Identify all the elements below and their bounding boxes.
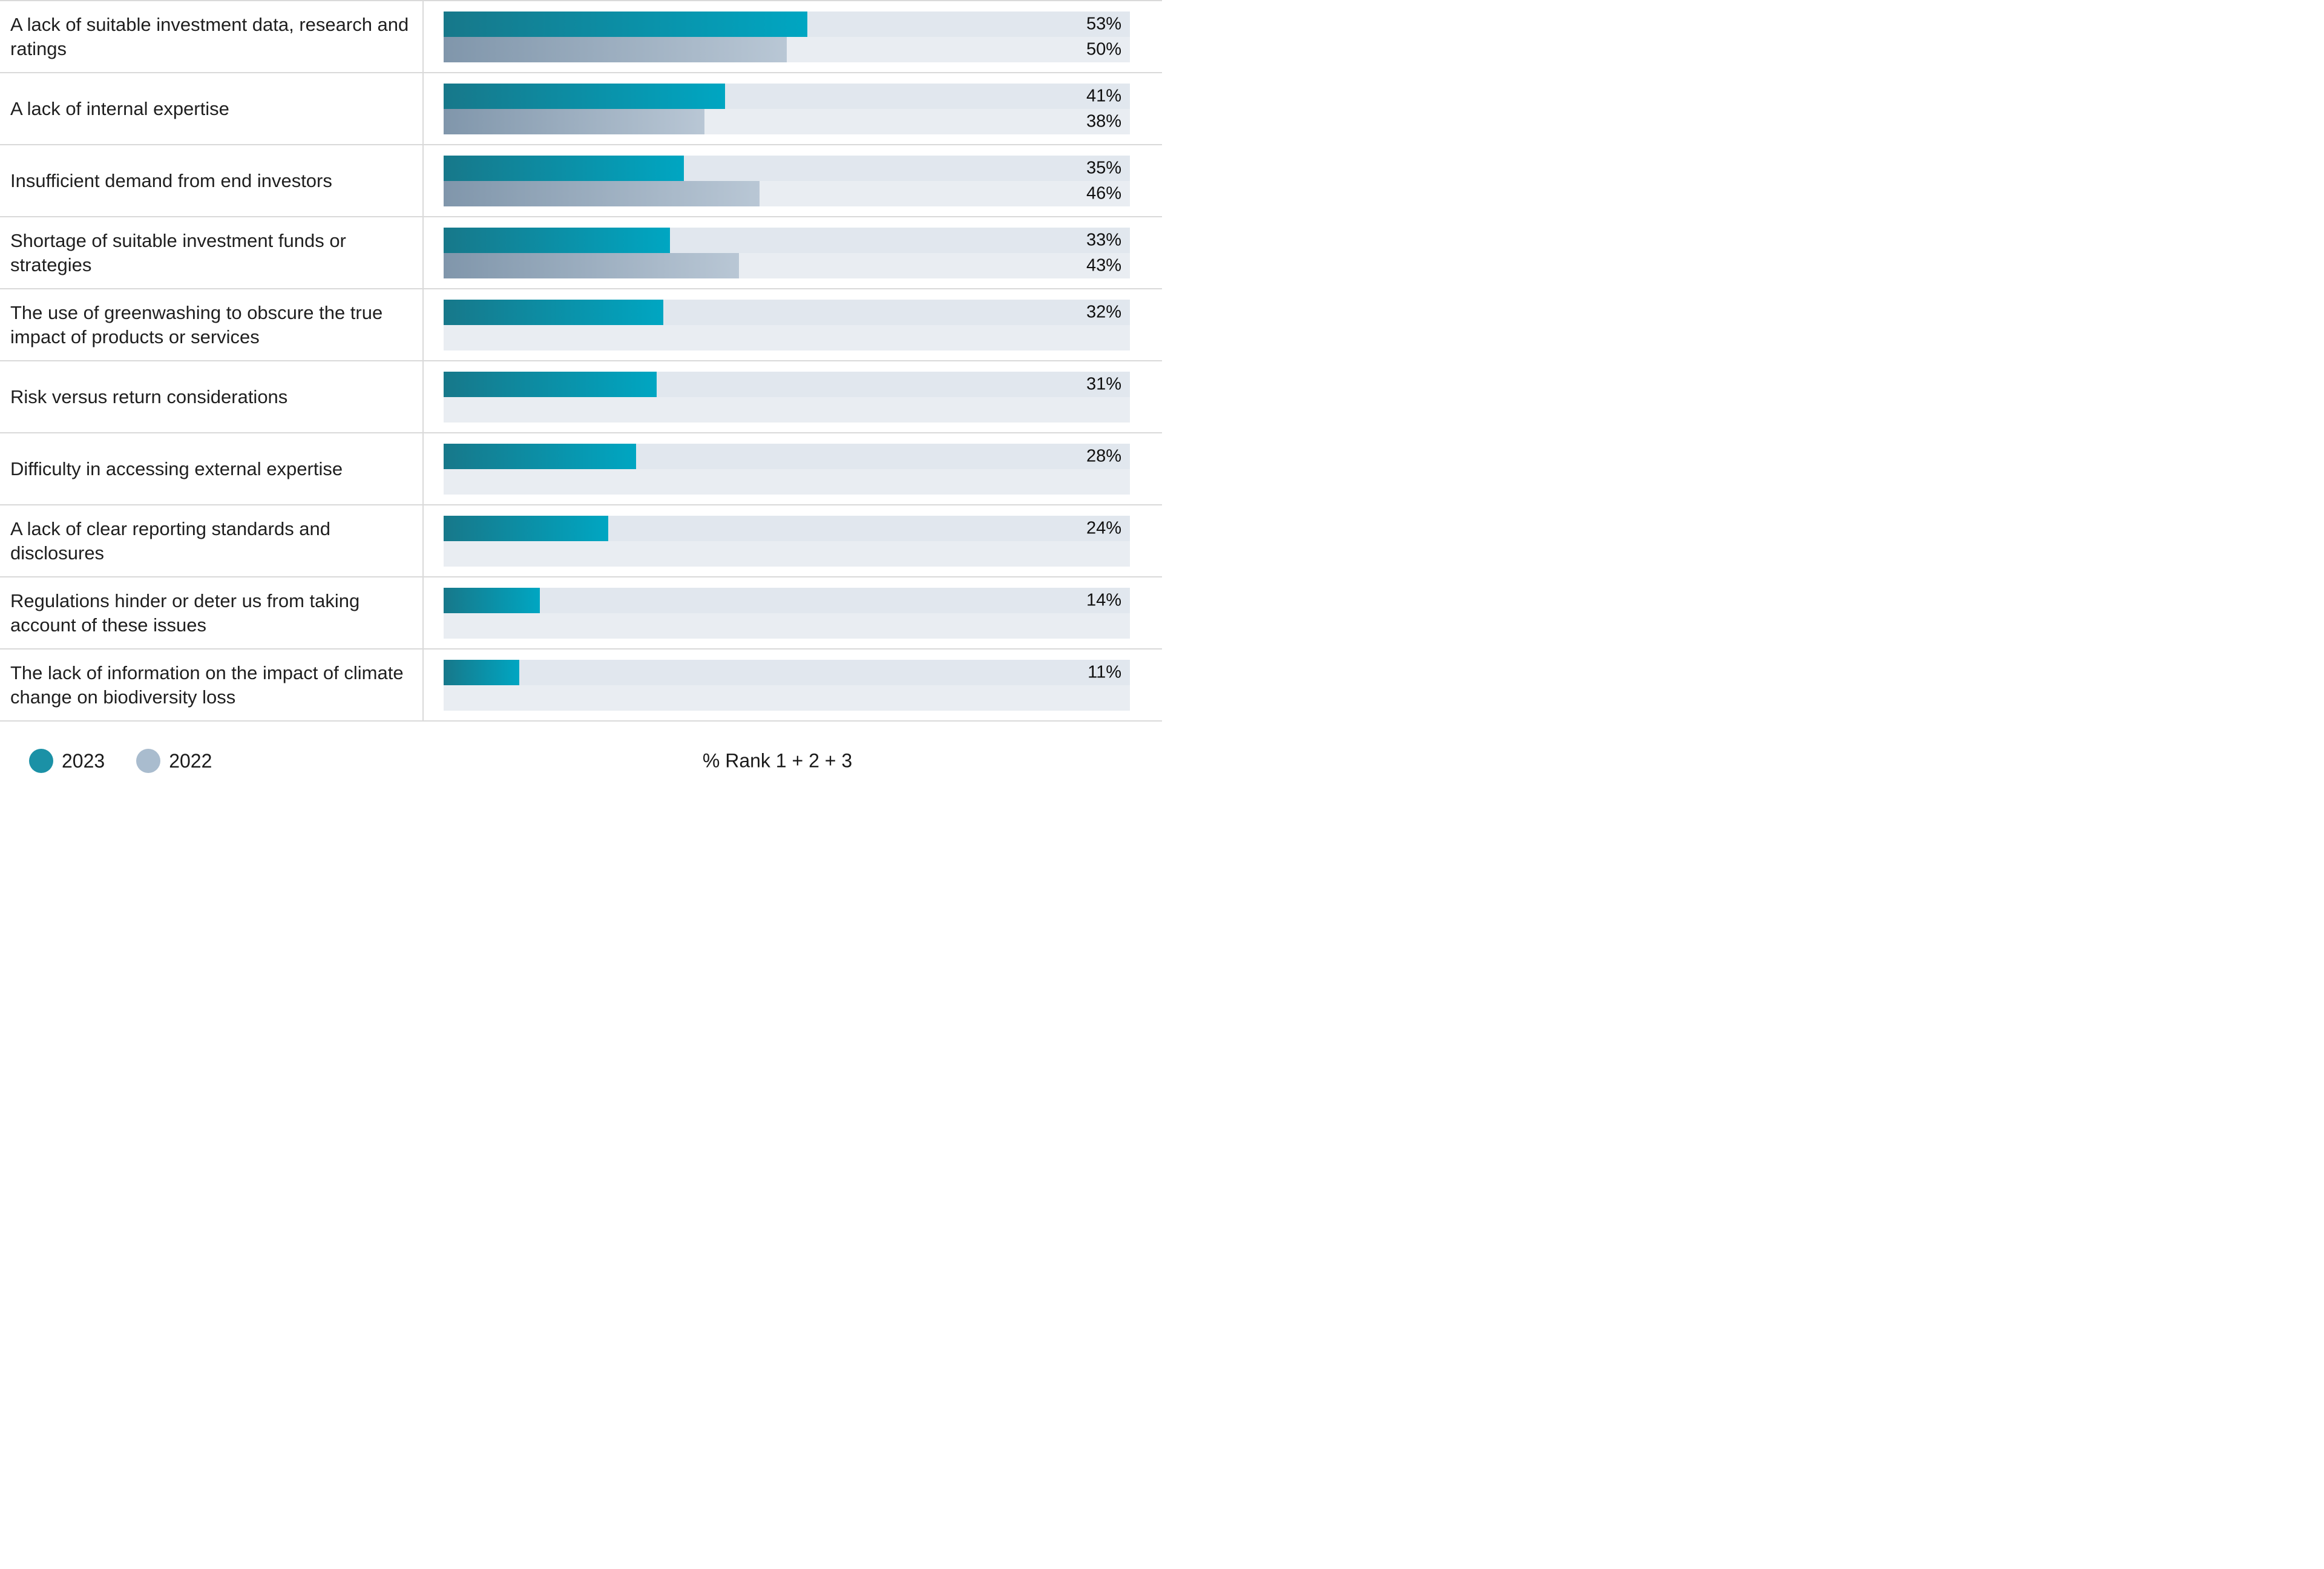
- bar-cell: 24%: [424, 505, 1162, 576]
- axis-note: % Rank 1 + 2 + 3: [702, 749, 853, 772]
- category-label: Insufficient demand from end investors: [0, 145, 424, 216]
- value-label-2022: 43%: [1086, 255, 1121, 275]
- bar-track-2023: 11%: [444, 659, 1130, 685]
- value-label-2023: 31%: [1086, 374, 1121, 393]
- category-label: Regulations hinder or deter us from taki…: [0, 577, 424, 648]
- bar-cell: 11%: [424, 650, 1162, 720]
- bar-cell: 41% 38%: [424, 73, 1162, 144]
- survey-bar-chart-page: A lack of suitable investment data, rese…: [0, 0, 1162, 784]
- bar-track-2023: 53%: [444, 11, 1130, 37]
- value-label-2022: 46%: [1086, 183, 1121, 203]
- bar-cell: 35% 46%: [424, 145, 1162, 216]
- bar-track-2023: 41%: [444, 83, 1130, 109]
- bar-cell: 32%: [424, 289, 1162, 360]
- bar-track-2023: 24%: [444, 515, 1130, 541]
- bar-track-2022: [444, 613, 1130, 639]
- chart-row: Shortage of suitable investment funds or…: [0, 217, 1162, 289]
- bar-cell: 53% 50%: [424, 1, 1162, 72]
- value-label-2023: 53%: [1086, 14, 1121, 33]
- category-label: A lack of suitable investment data, rese…: [0, 1, 424, 72]
- category-label: A lack of internal expertise: [0, 73, 424, 144]
- bar-2023: [444, 659, 519, 685]
- bar-chart: A lack of suitable investment data, rese…: [0, 0, 1162, 722]
- bar-cell: 28%: [424, 433, 1162, 504]
- chart-row: Risk versus return considerations 31%: [0, 361, 1162, 433]
- bar-track-2022: 43%: [444, 252, 1130, 278]
- bar-track-2023: 14%: [444, 587, 1130, 613]
- bar-2023: [444, 227, 671, 253]
- value-label-2023: 35%: [1086, 158, 1121, 177]
- category-label: Risk versus return considerations: [0, 361, 424, 432]
- category-label: Shortage of suitable investment funds or…: [0, 217, 424, 288]
- value-label-2022: 50%: [1086, 39, 1121, 59]
- bar-2023: [444, 443, 636, 469]
- bar-2023: [444, 83, 725, 109]
- legend-dot-2022-icon: [136, 749, 161, 773]
- value-label-2023: 11%: [1088, 662, 1121, 682]
- category-label: A lack of clear reporting standards and …: [0, 505, 424, 576]
- legend-item-2023: 2023: [29, 749, 105, 773]
- bar-2022: [444, 36, 787, 62]
- bar-track-2022: [444, 685, 1130, 711]
- bar-track-2022: 46%: [444, 180, 1130, 206]
- bar-cell: 14%: [424, 577, 1162, 648]
- value-label-2023: 14%: [1086, 590, 1121, 610]
- bar-2023: [444, 299, 663, 325]
- bar-track-2022: [444, 324, 1130, 350]
- bar-track-2023: 32%: [444, 299, 1130, 325]
- bar-2022: [444, 252, 739, 278]
- bar-cell: 31%: [424, 361, 1162, 432]
- bar-track-2022: [444, 541, 1130, 567]
- chart-row: The lack of information on the impact of…: [0, 650, 1162, 722]
- legend-label-2022: 2022: [169, 749, 212, 772]
- bar-track-2023: 31%: [444, 371, 1130, 397]
- bar-2023: [444, 155, 684, 181]
- bar-2023: [444, 587, 540, 613]
- chart-row: Insufficient demand from end investors 3…: [0, 145, 1162, 217]
- chart-row: Regulations hinder or deter us from taki…: [0, 577, 1162, 650]
- value-label-2023: 33%: [1086, 230, 1121, 249]
- bar-track-2022: 38%: [444, 108, 1130, 134]
- bar-2022: [444, 180, 760, 206]
- chart-row: A lack of suitable investment data, rese…: [0, 1, 1162, 73]
- value-label-2023: 24%: [1086, 518, 1121, 538]
- category-label: The use of greenwashing to obscure the t…: [0, 289, 424, 360]
- legend: 2023 2022 % Rank 1 + 2 + 3: [0, 748, 1162, 774]
- chart-row: A lack of internal expertise 41% 38%: [0, 73, 1162, 145]
- bar-2022: [444, 108, 704, 134]
- legend-label-2023: 2023: [62, 749, 105, 772]
- category-label: Difficulty in accessing external experti…: [0, 433, 424, 504]
- chart-row: Difficulty in accessing external experti…: [0, 433, 1162, 505]
- category-label: The lack of information on the impact of…: [0, 650, 424, 720]
- bar-track-2022: [444, 469, 1130, 495]
- bar-track-2023: 28%: [444, 443, 1130, 469]
- bar-track-2022: [444, 396, 1130, 423]
- chart-row: A lack of clear reporting standards and …: [0, 505, 1162, 577]
- bar-2023: [444, 515, 609, 541]
- bar-track-2023: 33%: [444, 227, 1130, 253]
- value-label-2023: 41%: [1086, 86, 1121, 105]
- legend-item-2022: 2022: [136, 749, 212, 773]
- bar-track-2022: 50%: [444, 36, 1130, 62]
- value-label-2023: 32%: [1086, 302, 1121, 321]
- bar-track-2023: 35%: [444, 155, 1130, 181]
- bar-cell: 33% 43%: [424, 217, 1162, 288]
- bar-2023: [444, 371, 657, 397]
- chart-row: The use of greenwashing to obscure the t…: [0, 289, 1162, 361]
- legend-dot-2023-icon: [29, 749, 53, 773]
- value-label-2022: 38%: [1086, 111, 1121, 131]
- value-label-2023: 28%: [1086, 446, 1121, 465]
- bar-2023: [444, 11, 808, 37]
